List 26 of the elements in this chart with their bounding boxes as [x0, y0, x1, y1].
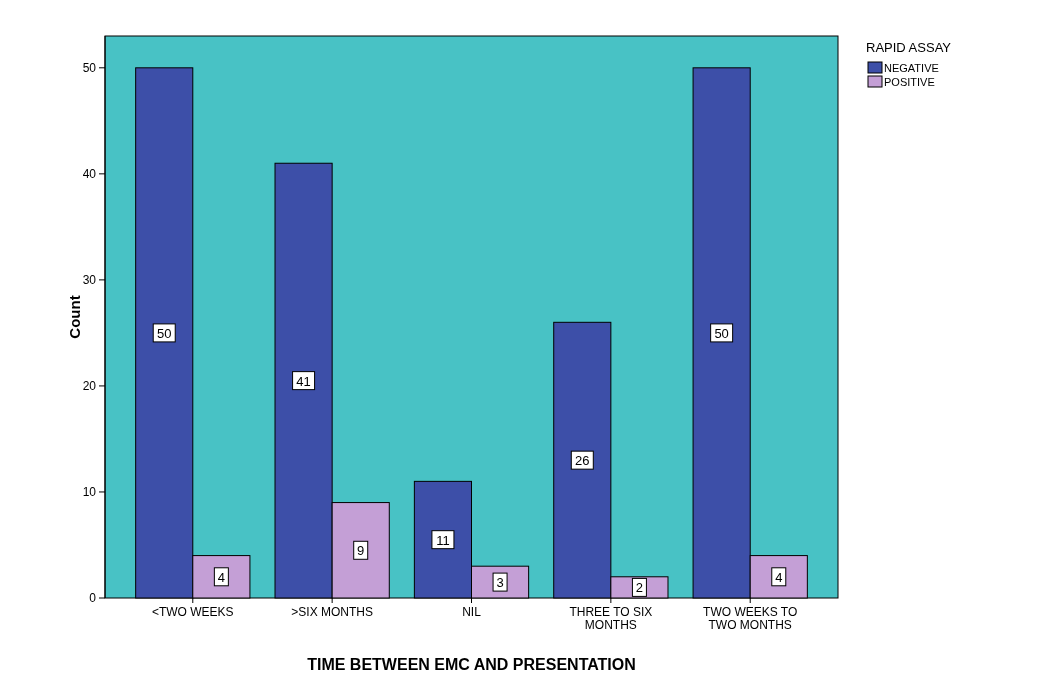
data-label: 4	[775, 569, 783, 585]
data-label: 41	[296, 373, 311, 389]
data-label: 11	[436, 532, 450, 548]
data-label: 3	[496, 575, 504, 591]
x-tick-label: TWO WEEKS TO TWO MONTHS	[703, 605, 798, 632]
y-tick-label: 40	[82, 166, 97, 181]
legend-label: NEGATIVE	[884, 62, 939, 74]
y-tick-label: 50	[82, 60, 97, 75]
x-tick-label: >SIX MONTHS	[291, 605, 373, 619]
data-label: 2	[635, 580, 644, 596]
data-label: 9	[357, 543, 365, 559]
x-tick-label: THREE TO SIX MONTHS	[569, 605, 653, 632]
x-tick-label: <TWO WEEKS	[151, 605, 234, 619]
y-tick-label: 20	[82, 378, 97, 393]
y-tick-label: 10	[82, 484, 97, 499]
x-tick-label: NIL	[462, 605, 482, 619]
legend-title: RAPID ASSAY	[866, 40, 952, 55]
data-label: 4	[217, 569, 225, 585]
y-tick-label: 0	[89, 591, 97, 605]
data-label: 26	[575, 453, 590, 469]
y-axis-title: Count	[66, 295, 83, 339]
data-label: 50	[156, 325, 172, 341]
x-axis-title: TIME BETWEEN EMC AND PRESENTATION	[307, 656, 636, 673]
legend-label: POSITIVE	[884, 76, 935, 88]
data-label: 50	[714, 325, 729, 341]
y-tick-label: 30	[82, 272, 97, 287]
